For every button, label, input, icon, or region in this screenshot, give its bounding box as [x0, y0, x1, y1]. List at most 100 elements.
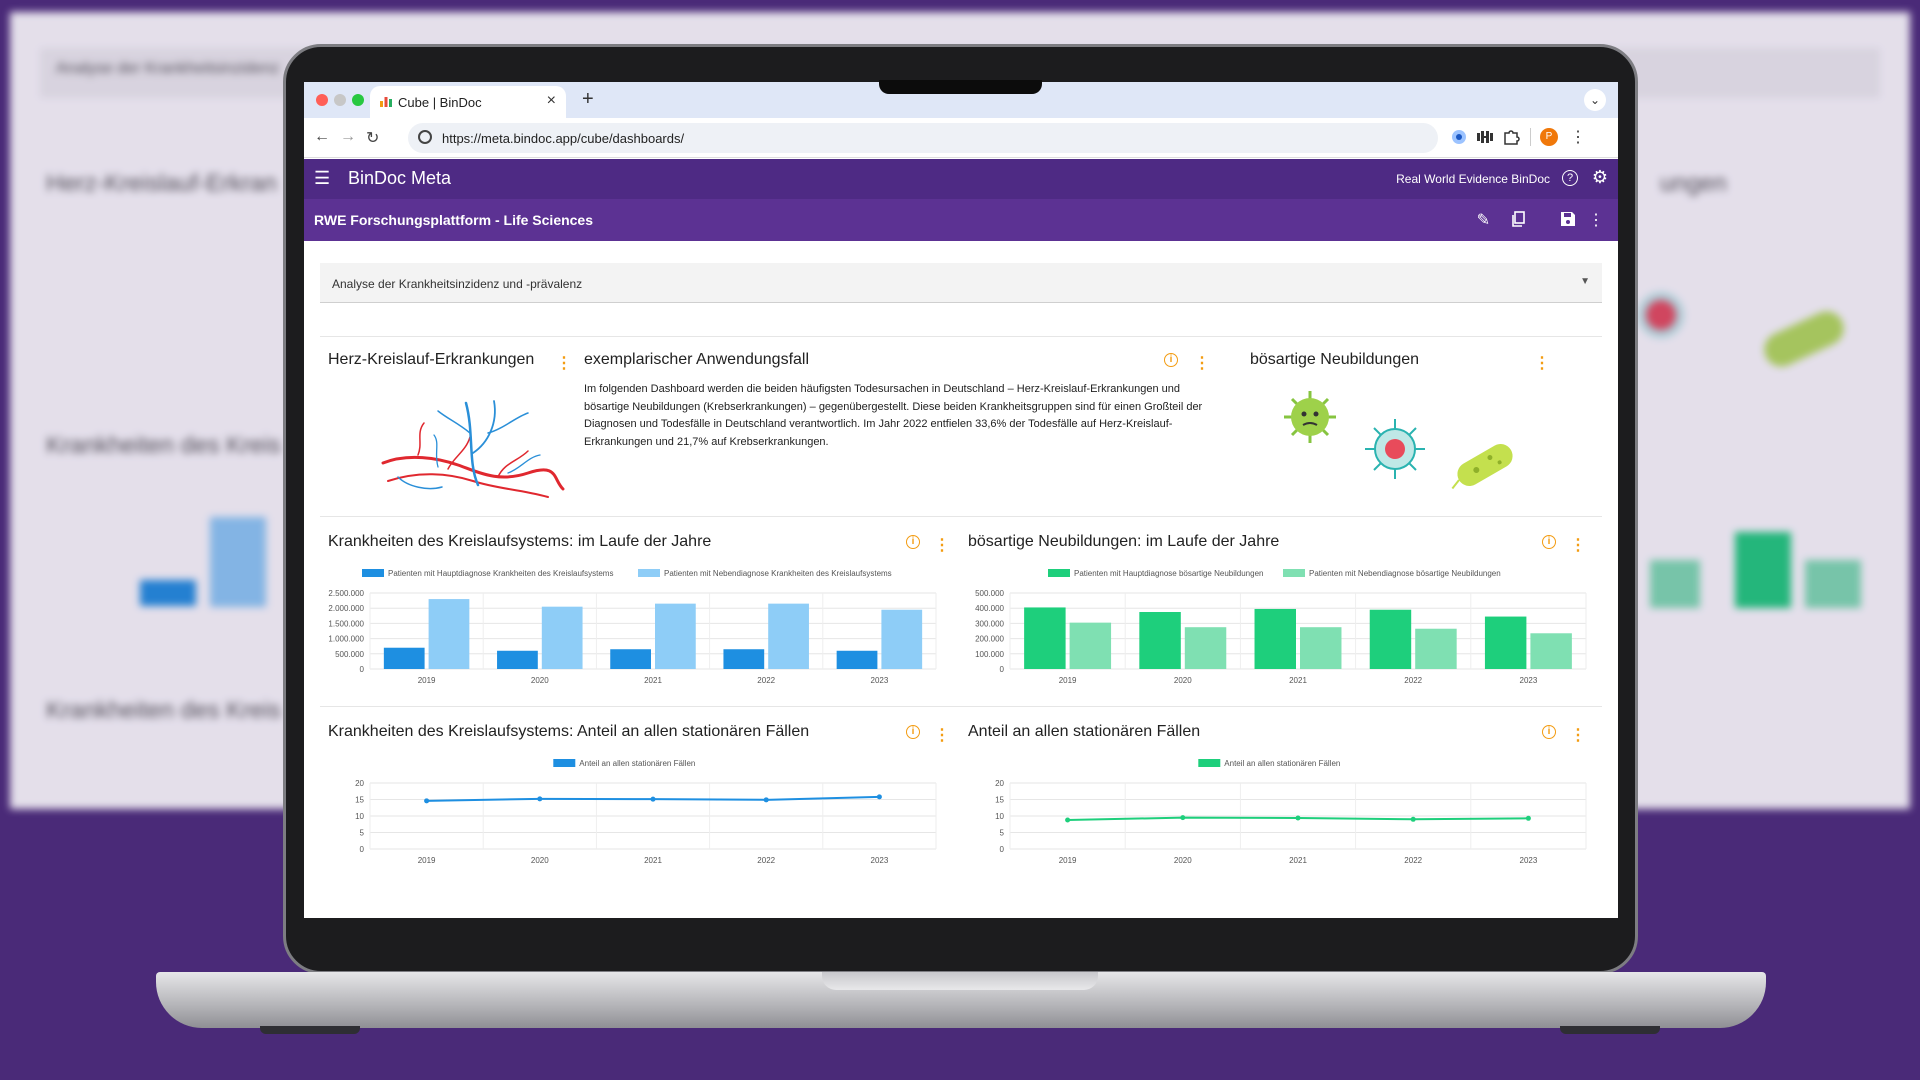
pencil-icon[interactable]: ✎: [1476, 212, 1490, 229]
address-bar[interactable]: https://meta.bindoc.app/cube/dashboards/: [408, 123, 1438, 153]
x-tick-label: 2021: [1289, 856, 1307, 865]
chart-svg: Patienten mit Hauptdiagnose Krankheiten …: [328, 569, 937, 685]
app-header: ☰ BinDoc Meta Real World Evidence BinDoc…: [304, 159, 1618, 199]
hamburger-menu-icon[interactable]: ☰: [314, 168, 331, 188]
legend-label: Anteil an allen stationären Fällen: [579, 759, 695, 768]
background-text: Krankheiten des Kreis: [46, 697, 281, 724]
card-neubildungen: bösartige Neubildungen ⋮: [1250, 351, 1600, 491]
y-tick-label: 500.000: [975, 589, 1004, 598]
y-tick-label: 1.000.000: [328, 635, 364, 644]
card-anteil: Anteil an allen stationären Fällen i ⋮ A…: [968, 723, 1598, 873]
bar-chart-neubildungen: Patienten mit Hauptdiagnose bösartige Ne…: [968, 561, 1598, 691]
chevron-down-icon[interactable]: ⌄: [1584, 89, 1606, 111]
card-menu-icon[interactable]: ⋮: [1534, 355, 1550, 372]
y-tick-label: 15: [995, 796, 1004, 805]
more-options-icon[interactable]: ⋮: [1588, 212, 1604, 229]
card-menu-icon[interactable]: ⋮: [934, 727, 950, 744]
gear-icon[interactable]: ⚙: [1591, 167, 1608, 187]
y-tick-label: 10: [355, 812, 364, 821]
x-tick-label: 2023: [1520, 856, 1538, 865]
card-neubildungen-jahre: bösartige Neubildungen: im Laufe der Jah…: [968, 533, 1598, 693]
line-chart-kreislauf-anteil: Anteil an allen stationären Fällen 0 5 10 15…: [328, 751, 948, 871]
background-bacteria: [1758, 305, 1850, 373]
background-text: Herz-Kreislauf-Erkran: [46, 170, 277, 197]
puzzle-icon[interactable]: [1502, 128, 1520, 146]
data-point: [537, 796, 543, 802]
legend-swatch: [1048, 569, 1070, 577]
analysis-selector[interactable]: Analyse der Krankheitsinzidenz und -präv…: [320, 263, 1602, 303]
y-tick-label: 10: [995, 812, 1004, 821]
profile-avatar[interactable]: P: [1540, 128, 1558, 146]
bar: [768, 603, 809, 669]
bar: [1415, 628, 1457, 669]
y-tick-label: 0: [1000, 665, 1005, 674]
x-tick-label: 2023: [871, 676, 889, 685]
data-point: [424, 798, 430, 804]
info-icon[interactable]: i: [906, 535, 920, 549]
x-tick-label: 2022: [757, 676, 775, 685]
y-tick-label: 0: [360, 665, 365, 674]
site-settings-icon[interactable]: [418, 130, 432, 144]
reload-icon[interactable]: ↻: [366, 130, 380, 147]
laptop-foot: [260, 1026, 360, 1034]
bar: [1069, 622, 1112, 669]
y-tick-label: 0: [360, 845, 365, 854]
legend-label: Patienten mit Nebendiagnose bösartige Ne…: [1309, 569, 1501, 578]
card-description: Im folgenden Dashboard werden die beiden…: [584, 383, 1203, 448]
close-tab-icon[interactable]: ×: [546, 92, 556, 109]
card-menu-icon[interactable]: ⋮: [1194, 355, 1210, 372]
save-icon[interactable]: [1560, 211, 1576, 227]
card-title: exemplarischer Anwendungsfall: [584, 351, 810, 368]
card-menu-icon[interactable]: ⋮: [556, 355, 572, 372]
organization-name[interactable]: Real World Evidence BinDoc: [1396, 172, 1550, 186]
info-icon[interactable]: i: [1542, 725, 1556, 739]
extension-icon[interactable]: [1450, 128, 1468, 146]
card-menu-icon[interactable]: ⋮: [934, 537, 950, 554]
forward-arrow-icon[interactable]: →: [340, 128, 356, 145]
card-title: bösartige Neubildungen: [1250, 351, 1420, 368]
bar-chart-kreislauf: Patienten mit Hauptdiagnose Krankheiten …: [328, 561, 948, 691]
laptop-base-groove: [822, 972, 1098, 990]
dumbbell-icon[interactable]: [1476, 128, 1494, 146]
copy-icon[interactable]: [1510, 211, 1526, 227]
bar: [1300, 627, 1342, 669]
card-herz-kreislauf: Herz-Kreislauf-Erkrankungen ⋮: [328, 351, 572, 498]
x-tick-label: 2019: [1059, 856, 1077, 865]
minimize-window-button[interactable]: [334, 94, 346, 106]
background-bar: [1805, 560, 1861, 608]
browser-menu-icon[interactable]: ⋮: [1570, 129, 1586, 146]
close-window-button[interactable]: [316, 94, 328, 106]
data-point: [650, 796, 656, 802]
y-tick-label: 300.000: [975, 619, 1004, 628]
y-tick-label: 15: [355, 796, 364, 805]
browser-tab[interactable]: Cube | BinDoc ×: [370, 86, 566, 118]
bar: [1530, 633, 1572, 669]
data-point: [1525, 815, 1531, 821]
virus-icon: [1284, 391, 1336, 443]
x-tick-label: 2021: [644, 676, 662, 685]
card-kreislauf-anteil: Krankheiten des Kreislaufsystems: Anteil…: [328, 723, 950, 873]
card-menu-icon[interactable]: ⋮: [1570, 727, 1586, 744]
bar: [836, 650, 878, 669]
selector-value: Analyse der Krankheitsinzidenz und -präv…: [332, 277, 583, 291]
background-text: Analyse der Krankheitsinzidenz: [56, 60, 280, 77]
data-point: [1065, 817, 1071, 823]
x-tick-label: 2019: [418, 676, 436, 685]
maximize-window-button[interactable]: [352, 94, 364, 106]
x-tick-label: 2022: [1404, 856, 1422, 865]
data-point: [763, 797, 769, 803]
x-tick-label: 2020: [1174, 676, 1192, 685]
browser-toolbar: ← → ↻ https://meta.bindoc.app/cube/dashb…: [304, 118, 1618, 158]
background-text: ungen: [1660, 170, 1727, 197]
bar: [1139, 612, 1181, 669]
info-icon[interactable]: i: [1542, 535, 1556, 549]
help-icon[interactable]: ?: [1562, 170, 1578, 186]
card-title: Krankheiten des Kreislaufsystems: im Lau…: [328, 533, 712, 550]
bar: [655, 603, 696, 669]
info-icon[interactable]: i: [906, 725, 920, 739]
info-icon[interactable]: i: [1164, 353, 1178, 367]
card-menu-icon[interactable]: ⋮: [1570, 537, 1586, 554]
new-tab-button[interactable]: +: [582, 88, 594, 110]
y-tick-label: 2.500.000: [328, 589, 364, 598]
back-arrow-icon[interactable]: ←: [314, 128, 330, 145]
